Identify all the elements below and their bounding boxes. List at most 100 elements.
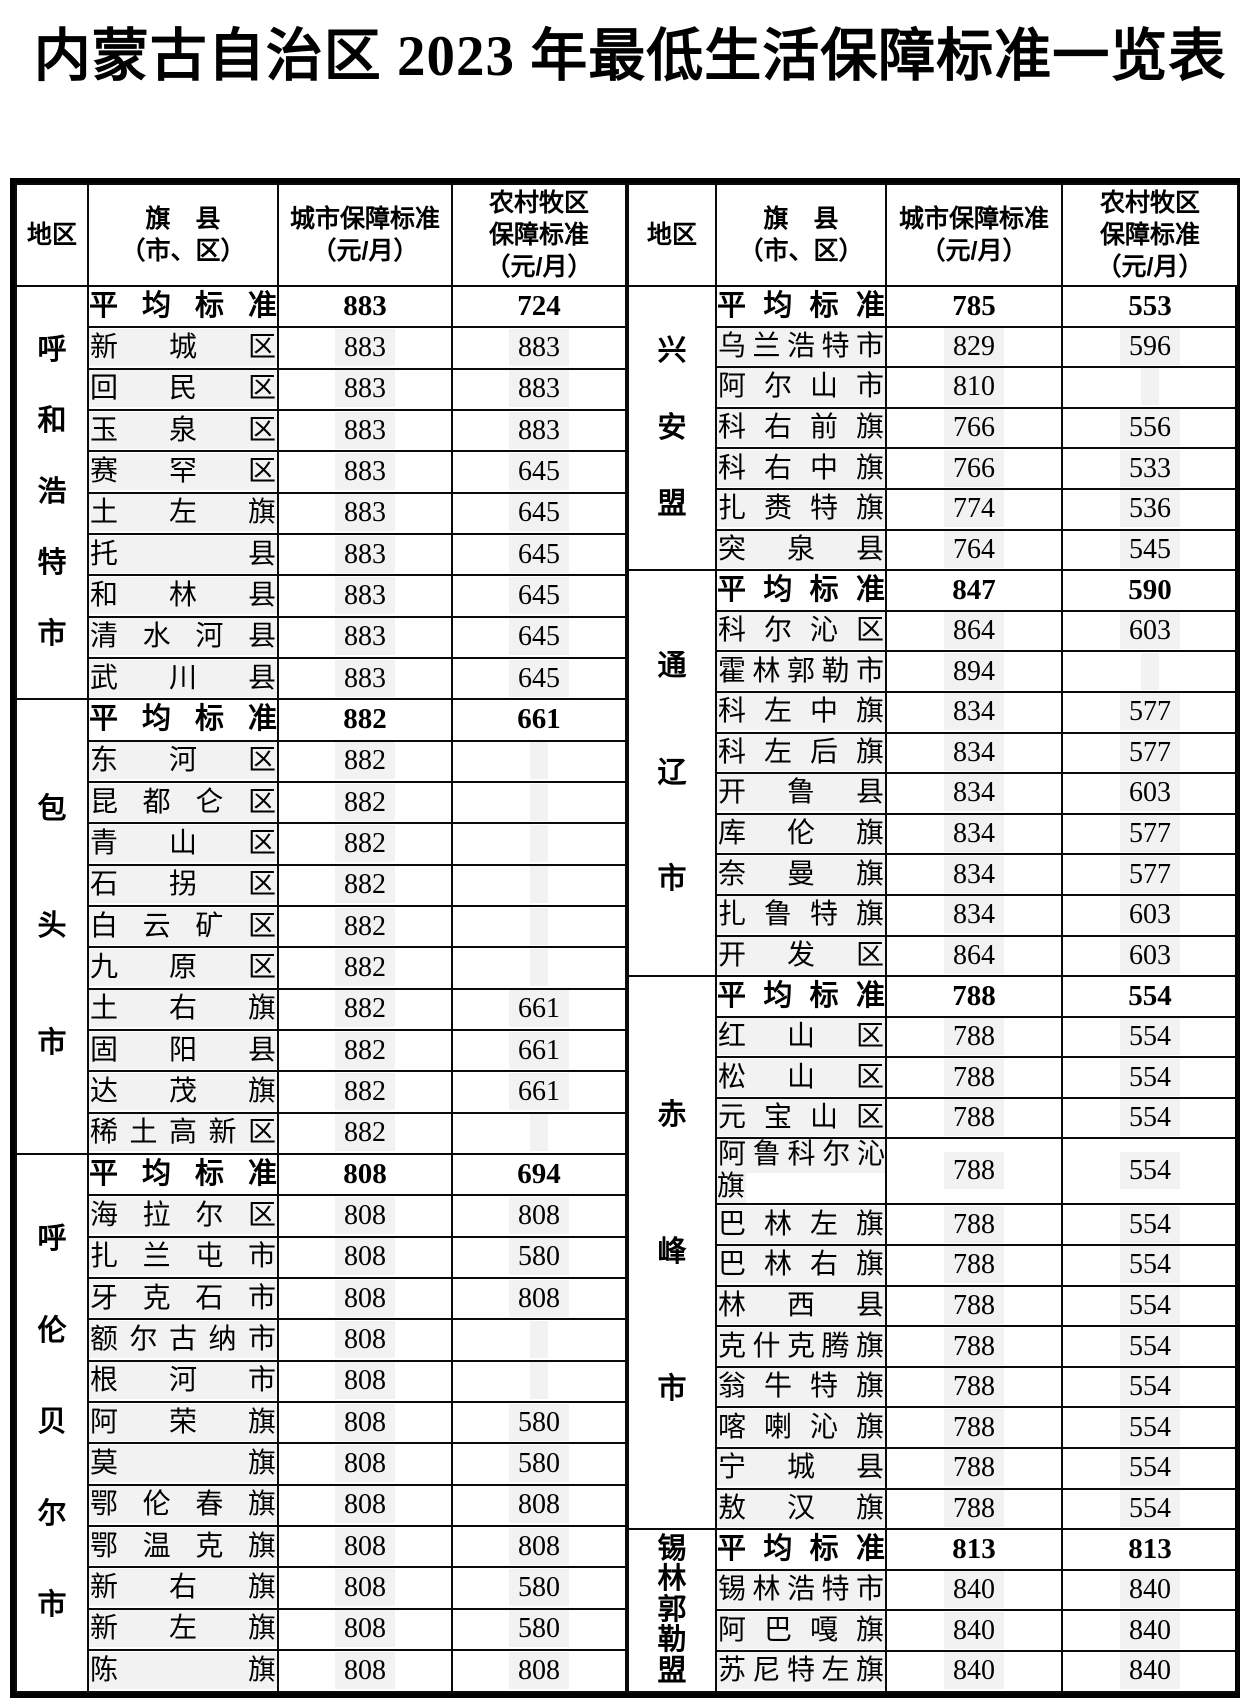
urban-value: 834 — [885, 853, 1063, 896]
county-cell: 武川县 — [87, 656, 279, 701]
county-cell: 固阳县 — [87, 1028, 279, 1073]
urban-value: 788 — [885, 1096, 1063, 1140]
urban-value: 883 — [277, 491, 453, 535]
header-county: 旗 县 （市、区） — [87, 183, 279, 287]
region-vertical-label: 包头市 — [37, 793, 67, 1059]
rural-value: 533 — [1061, 447, 1239, 490]
urban-value: 883 — [277, 532, 453, 577]
rural-value: 590 — [1061, 569, 1239, 612]
county-cell: 达茂旗 — [87, 1070, 279, 1114]
region-vertical-label: 兴安盟 — [657, 335, 687, 520]
standards-table: 地区 旗 县 （市、区） 城市保障标准 （元/月） 农村牧区 保障标准 （元/月… — [10, 178, 1240, 1698]
county-cell: 平均标准 — [87, 1152, 279, 1197]
table-row: 包头市平均标准 882 661 — [15, 698, 627, 1155]
urban-value: 840 — [885, 1650, 1063, 1693]
table-row: 林西县 788 554 — [628, 1284, 1239, 1328]
table-row: 乌兰浩特市 829 596 — [628, 325, 1239, 369]
table-row: 奈曼旗 834 577 — [628, 853, 1239, 896]
urban-value: 808 — [277, 1483, 453, 1527]
urban-value: 840 — [885, 1568, 1063, 1612]
urban-value: 834 — [885, 893, 1063, 937]
table-row: 昆都仑区 882 — [16, 780, 627, 825]
urban-value: 834 — [885, 690, 1063, 734]
region-cell: 兴安盟 — [627, 284, 717, 572]
region-cell: 呼和浩特市 — [15, 284, 89, 701]
county-cell: 扎鲁特旗 — [715, 893, 887, 937]
urban-value: 882 — [277, 946, 453, 990]
urban-value: 766 — [885, 447, 1063, 490]
county-cell: 科左后旗 — [715, 731, 887, 775]
rural-value: 808 — [451, 1194, 627, 1238]
header-rural-standard: 农村牧区 保障标准 （元/月） — [451, 183, 627, 287]
county-cell: 土右旗 — [87, 987, 279, 1031]
urban-value: 788 — [885, 1487, 1063, 1531]
table-row: 额尔古纳市 808 — [16, 1318, 627, 1362]
county-cell: 奈曼旗 — [715, 853, 887, 896]
rural-value: 554 — [1061, 1096, 1239, 1140]
county-cell: 海拉尔区 — [87, 1194, 279, 1238]
urban-value: 810 — [885, 366, 1063, 409]
rural-value: 580 — [451, 1607, 627, 1651]
urban-value: 808 — [277, 1648, 453, 1693]
header-county: 旗 县 （市、区） — [715, 183, 887, 287]
table-body-left: 呼和浩特市平均标准 883 724 新城区 883 883 回民区 883 883 玉泉区 883 8… — [15, 284, 627, 1693]
rural-value: 808 — [451, 1276, 627, 1321]
rural-value: 554 — [1061, 1325, 1239, 1368]
rural-value: 554 — [1061, 1015, 1239, 1059]
table-row: 克什克腾旗 788 554 — [628, 1325, 1239, 1368]
county-cell: 科右前旗 — [715, 406, 887, 450]
table-row: 阿荣旗 808 580 — [16, 1400, 627, 1445]
county-cell: 东河区 — [87, 739, 279, 783]
county-cell: 昆都仑区 — [87, 780, 279, 825]
county-cell: 阿荣旗 — [87, 1400, 279, 1445]
header-urban-standard: 城市保障标准 （元/月） — [885, 183, 1063, 287]
urban-value: 894 — [885, 650, 1063, 693]
county-cell: 和林县 — [87, 574, 279, 618]
county-cell: 新右旗 — [87, 1566, 279, 1610]
urban-value: 808 — [277, 1235, 453, 1279]
table-row: 科尔沁区 864 603 — [628, 609, 1239, 653]
table-row: 赛罕区 883 645 — [16, 450, 627, 494]
rural-value: 554 — [1061, 1137, 1239, 1206]
header-region: 地区 — [627, 183, 717, 287]
urban-value: 840 — [885, 1609, 1063, 1652]
table-row: 阿尔山市 810 — [628, 366, 1239, 409]
table-row: 科左后旗 834 577 — [628, 731, 1239, 775]
table-row: 宁城县 788 554 — [628, 1447, 1239, 1490]
county-cell: 开发区 — [715, 934, 887, 978]
table-row: 巴林左旗 788 554 — [628, 1203, 1239, 1247]
county-cell: 霍林郭勒市 — [715, 650, 887, 693]
rural-value: 661 — [451, 1070, 627, 1114]
county-cell: 白云矿区 — [87, 904, 279, 949]
table-row: 陈旗 808 808 — [16, 1648, 627, 1693]
urban-value: 788 — [885, 1015, 1063, 1059]
rural-value — [451, 863, 627, 907]
county-cell: 新城区 — [87, 326, 279, 370]
rural-value: 554 — [1061, 1244, 1239, 1287]
urban-value: 808 — [277, 1359, 453, 1403]
county-cell: 清水河县 — [87, 615, 279, 659]
region-vertical-label: 呼和浩特市 — [37, 333, 67, 651]
rural-value: 577 — [1061, 812, 1239, 856]
table-row: 喀喇沁旗 788 554 — [628, 1406, 1239, 1450]
county-cell: 开鲁县 — [715, 772, 887, 815]
county-cell: 青山区 — [87, 822, 279, 866]
document-page: 内蒙古自治区 2023 年最低生活保障标准一览表 地区 旗 县 （市、区） 城市… — [0, 10, 1260, 1698]
urban-value: 788 — [885, 1056, 1063, 1099]
rural-value: 577 — [1061, 853, 1239, 896]
table-row: 白云矿区 882 — [16, 904, 627, 949]
table-row: 锡林浩特市 840 840 — [628, 1568, 1239, 1612]
header-row: 地区 旗 县 （市、区） 城市保障标准 （元/月） 农村牧区 保障标准 （元/月… — [15, 183, 627, 287]
urban-value: 788 — [885, 1406, 1063, 1450]
urban-value: 788 — [885, 1447, 1063, 1490]
county-cell: 克什克腾旗 — [715, 1325, 887, 1368]
rural-value: 840 — [1061, 1568, 1239, 1612]
urban-value: 808 — [277, 1607, 453, 1651]
urban-value: 808 — [277, 1524, 453, 1569]
table-row: 赤峰市平均标准 788 554 — [627, 975, 1239, 1531]
table-row: 阿巴嘎旗 840 840 — [628, 1609, 1239, 1652]
urban-value: 882 — [277, 780, 453, 825]
rural-value: 577 — [1061, 731, 1239, 775]
header-rural-standard: 农村牧区 保障标准 （元/月） — [1061, 183, 1239, 287]
rural-value — [451, 1318, 627, 1362]
